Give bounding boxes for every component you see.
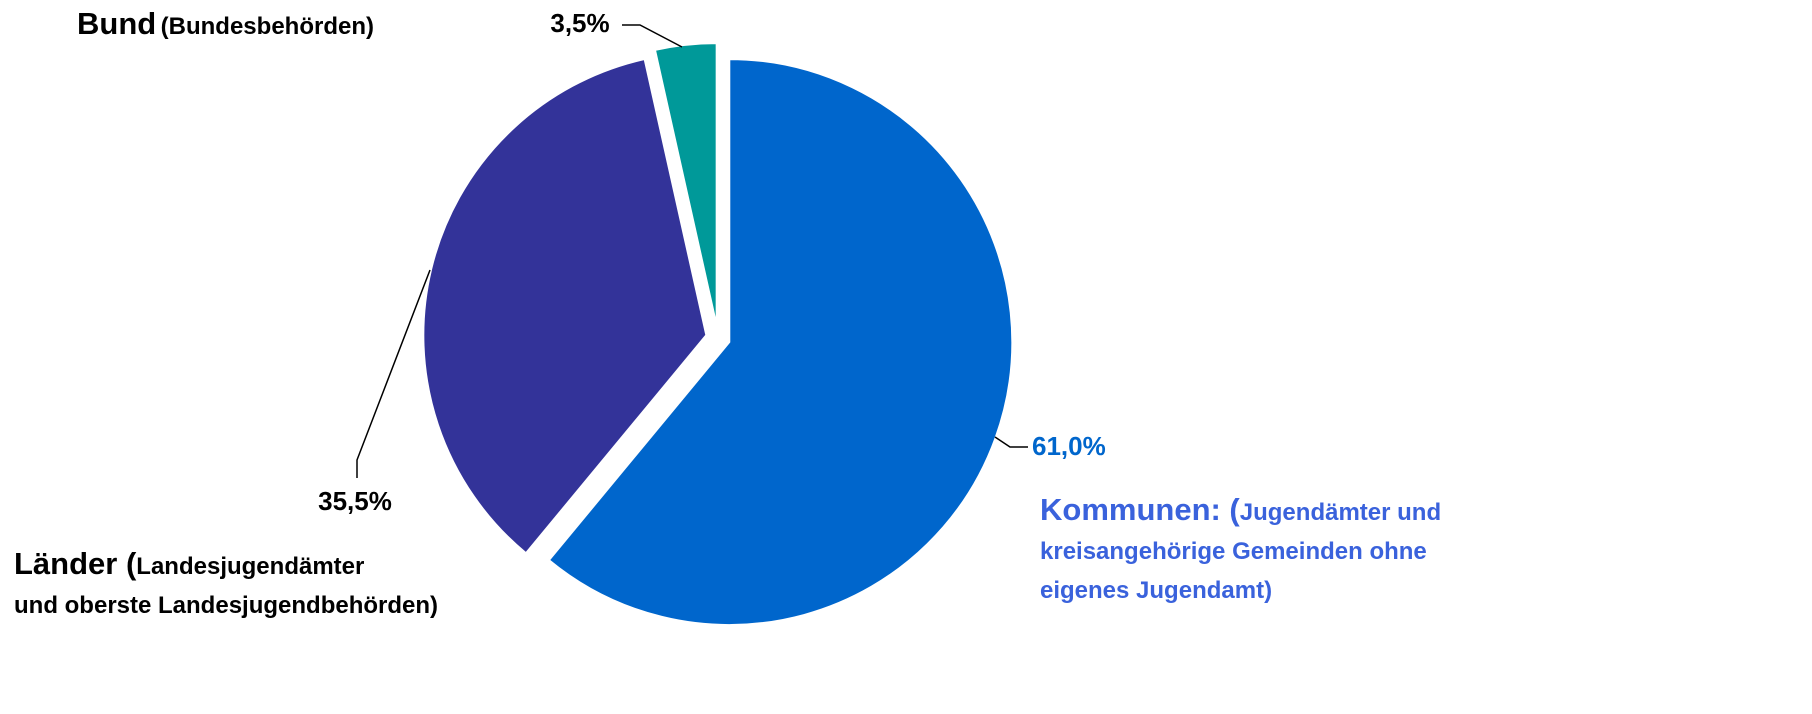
category-label: Bund (Bundesbehörden) — [77, 6, 374, 48]
value-label: 61,0% — [1032, 431, 1106, 461]
leader-line — [994, 436, 1028, 448]
category-name: Länder ( — [14, 546, 137, 581]
pie-slice — [422, 57, 708, 555]
category-detail: eigenes Jugendamt) — [1040, 577, 1273, 604]
category-detail: kreisangehörige Gemeinden ohne — [1040, 538, 1427, 565]
category-detail: Jugendämter und — [1239, 499, 1442, 526]
leader-line — [622, 24, 683, 48]
category-label: Länder (Landesjugendämter und oberste Lan… — [14, 546, 438, 627]
category-label: Kommunen: (Jugendämter und kreisangehörig… — [1040, 492, 1441, 612]
value-label: 35,5% — [318, 486, 392, 516]
category-name: Bund — [77, 6, 157, 41]
leader-line — [356, 269, 431, 478]
category-detail: (Bundesbehörden) — [160, 13, 374, 40]
category-detail: und oberste Landesjugendbehörden) — [14, 592, 439, 619]
pie-slice — [653, 42, 718, 327]
category-name: Kommunen: ( — [1040, 492, 1240, 527]
value-label: 3,5% — [550, 8, 609, 38]
category-detail: Landesjugendämter — [136, 553, 365, 580]
